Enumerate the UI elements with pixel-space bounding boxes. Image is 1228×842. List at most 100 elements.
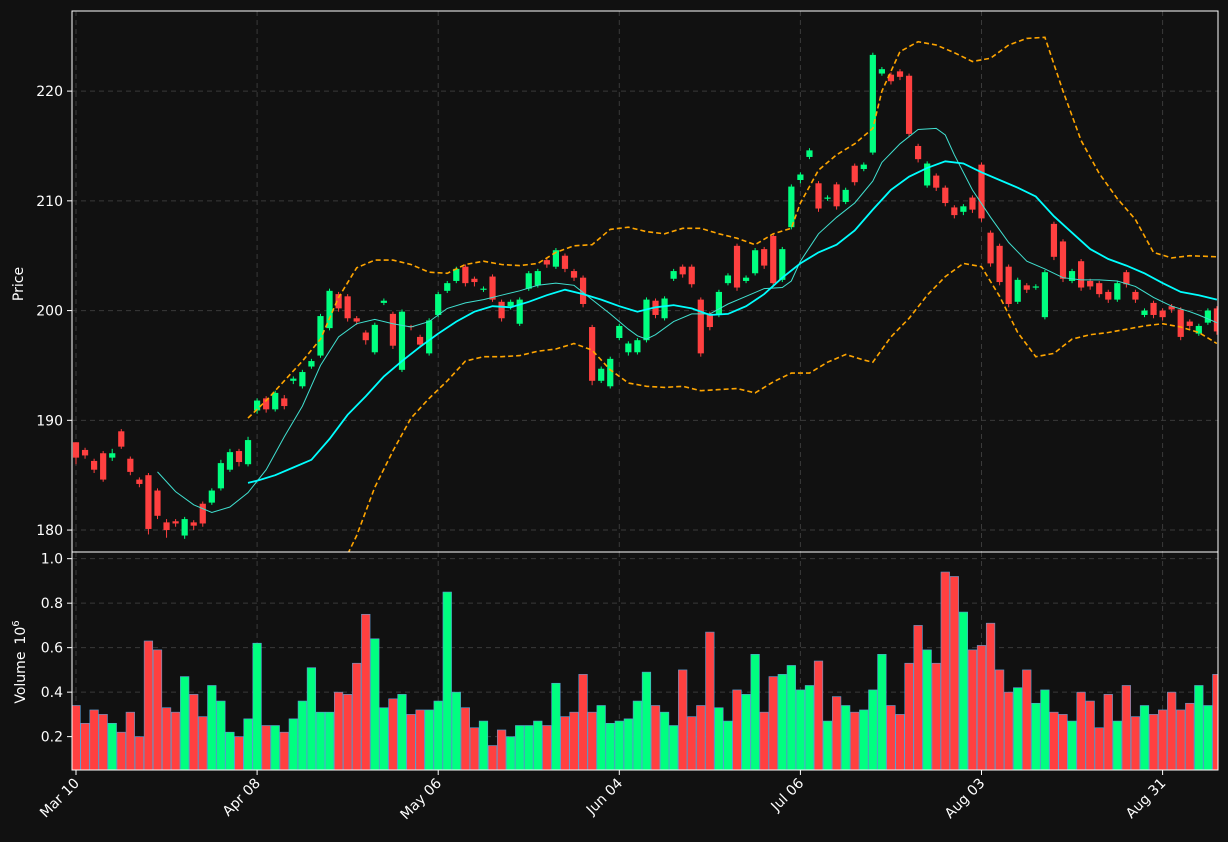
candle-body-down xyxy=(498,301,505,319)
candle-body-down xyxy=(815,183,822,209)
candle-body-up xyxy=(254,400,261,411)
candle-body-down xyxy=(1123,272,1130,285)
volume-bar-up xyxy=(822,720,833,770)
volume-bar-down xyxy=(98,714,108,770)
volume-bar-down xyxy=(1094,727,1104,770)
volume-bar-down xyxy=(587,711,597,770)
candle-body-down xyxy=(1059,241,1067,279)
candle-body-down xyxy=(697,299,704,354)
candle-body-up xyxy=(752,250,759,274)
candle-body-up xyxy=(1068,271,1076,281)
volume-bar-down xyxy=(333,691,344,770)
candle-body-up xyxy=(878,69,885,74)
candle-body-down xyxy=(987,232,994,264)
volume-bar-down xyxy=(406,714,416,770)
bollinger-upper-band xyxy=(247,36,1217,419)
candle-body-up xyxy=(670,271,677,279)
volume-bar-down xyxy=(1022,669,1032,770)
candle-body-down xyxy=(81,449,89,456)
candle-body-up xyxy=(299,372,306,387)
volume-bar-down xyxy=(768,676,778,770)
candle-body-down xyxy=(172,521,179,524)
volume-bar-down xyxy=(1158,709,1168,770)
volume-bar-up xyxy=(804,685,815,770)
volume-bar-down xyxy=(352,662,362,770)
candle-body-down xyxy=(163,522,170,531)
volume-bar-down xyxy=(542,725,552,770)
volume-bar-down xyxy=(1176,709,1186,770)
volume-bar-up xyxy=(614,720,624,770)
volume-bar-down xyxy=(161,707,172,770)
volume-bar-up xyxy=(841,705,851,770)
volume-bar-up xyxy=(324,711,335,770)
volume-bar-up xyxy=(207,685,217,770)
volume-bar-up xyxy=(723,720,733,770)
volume-bar-down xyxy=(967,649,978,770)
candle-body-up xyxy=(552,250,560,267)
volume-panel-marks xyxy=(72,571,1218,770)
candle-body-up xyxy=(1014,279,1021,302)
volume-bar-up xyxy=(1203,705,1213,770)
candle-body-up xyxy=(779,249,786,280)
volume-bar-down xyxy=(759,711,769,770)
volume-bar-down xyxy=(732,689,742,770)
volume-bar-up xyxy=(605,722,615,770)
candle-body-down xyxy=(543,260,550,265)
volume-bar-up xyxy=(252,642,262,770)
candle-body-down xyxy=(915,145,922,160)
candle-body-down xyxy=(688,266,695,285)
moving-average-short xyxy=(157,127,1218,514)
price-y-tick-label: 200 xyxy=(36,304,63,320)
candle-body-up xyxy=(181,519,188,536)
candle-body-down xyxy=(1213,308,1218,332)
volume-bar-down xyxy=(1167,691,1177,770)
candle-body-up xyxy=(380,300,387,303)
price-y-tick-label: 220 xyxy=(36,84,63,100)
volume-bar-down xyxy=(1121,685,1131,770)
volume-bar-up xyxy=(478,720,489,770)
volume-bar-down xyxy=(913,625,923,770)
volume-bar-down xyxy=(940,571,950,770)
candle-body-down xyxy=(589,327,596,381)
candle-body-up xyxy=(598,368,605,381)
candle-body-down xyxy=(1005,266,1012,304)
volume-bar-down xyxy=(995,669,1005,770)
volume-bar-up xyxy=(868,689,878,770)
candle-body-down xyxy=(1186,321,1193,326)
candle-body-down xyxy=(679,266,686,275)
candle-body-up xyxy=(1114,283,1121,300)
volume-bar-up xyxy=(1013,687,1023,770)
volume-bar-up xyxy=(1031,702,1041,770)
volume-axis-label: Volume 106 xyxy=(11,620,29,703)
candle-body-up xyxy=(824,197,831,199)
volume-bar-up xyxy=(669,725,679,770)
candle-body-up xyxy=(960,206,967,212)
volume-bar-down xyxy=(89,709,99,770)
candle-body-down xyxy=(389,313,397,346)
candle-body-down xyxy=(281,398,288,407)
volume-bar-down xyxy=(949,576,959,770)
volume-bar-up xyxy=(451,691,461,770)
candle-body-down xyxy=(136,479,143,484)
candle-body-down xyxy=(1023,285,1030,290)
volume-bar-down xyxy=(460,707,470,770)
price-axis-label: Price xyxy=(11,267,27,301)
candle-body-up xyxy=(607,358,614,387)
candle-body-down xyxy=(1087,280,1094,287)
volume-bar-down xyxy=(361,613,371,770)
candle-body-down xyxy=(887,74,895,82)
volume-bar-up xyxy=(524,725,534,770)
volume-bar-down xyxy=(234,736,244,770)
candle-body-up xyxy=(208,490,215,503)
candle-body-down xyxy=(1078,261,1085,288)
volume-bar-up xyxy=(958,611,968,770)
volume-bar-up xyxy=(632,700,643,770)
candle-body-up xyxy=(715,291,723,315)
price-panel-grid xyxy=(72,11,1218,552)
moving-average-long xyxy=(247,160,1218,484)
candle-body-up xyxy=(308,361,315,367)
volume-bar-up xyxy=(225,731,235,770)
volume-bar-down xyxy=(650,705,661,770)
volume-y-tick-label: 0.8 xyxy=(41,596,63,612)
